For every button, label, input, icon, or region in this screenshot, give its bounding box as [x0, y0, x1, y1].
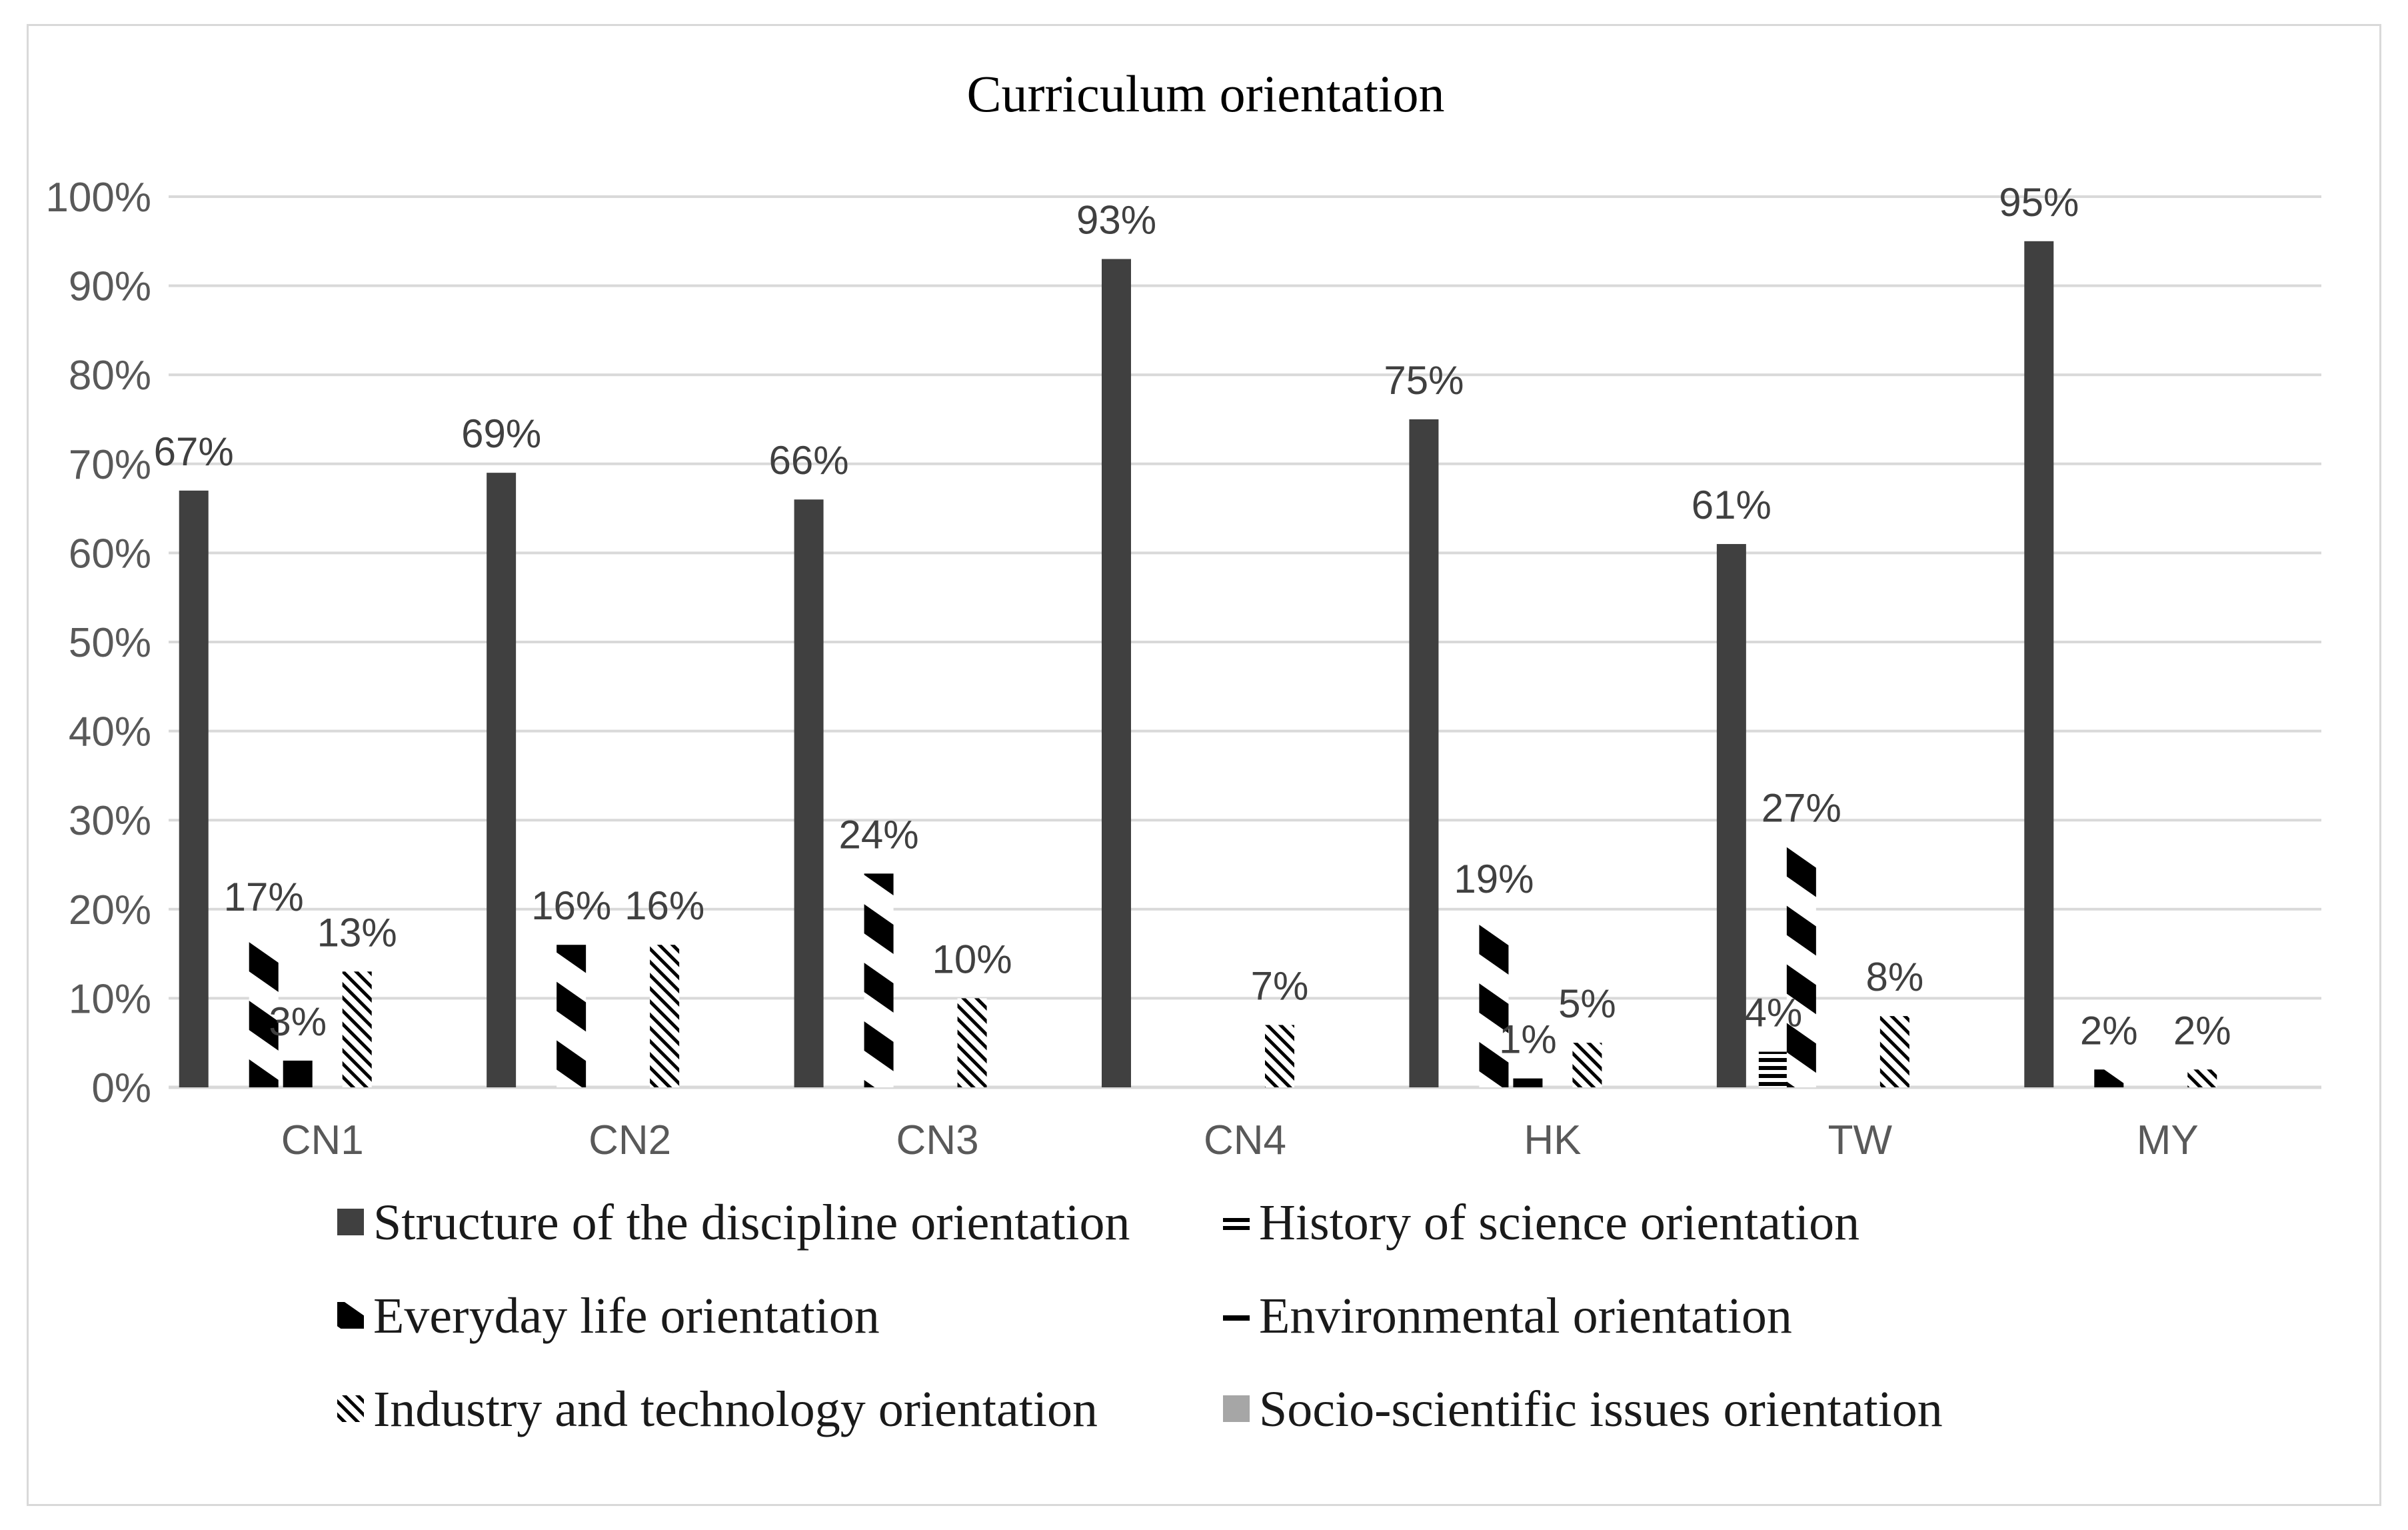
- y-tick-label: 10%: [69, 976, 151, 1022]
- x-tick-label: CN4: [1204, 1117, 1286, 1163]
- legend-label: Everyday life orientation: [373, 1288, 880, 1344]
- data-label: 8%: [1865, 955, 1923, 999]
- data-label: 16%: [531, 883, 611, 928]
- bars-layer: [179, 241, 2217, 1087]
- y-tick-label: 20%: [69, 887, 151, 933]
- bar-hk-series-3: [1479, 918, 1509, 1087]
- data-label: 13%: [317, 910, 397, 955]
- bar-cn1-series-4: [283, 1060, 313, 1087]
- legend-label: Environmental orientation: [1259, 1288, 1792, 1344]
- bar-hk-series-4: [1513, 1078, 1543, 1087]
- legend-label: Socio-scientific issues orientation: [1259, 1381, 1943, 1437]
- data-label: 16%: [624, 883, 704, 928]
- x-tick-label: CN2: [589, 1117, 671, 1163]
- chart-title: Curriculum orientation: [966, 65, 1444, 123]
- bar-my-series-1: [2024, 241, 2054, 1087]
- data-label: 93%: [1076, 198, 1156, 243]
- y-tick-label: 30%: [69, 798, 151, 844]
- data-labels-layer: 67% 17% 3% 13% 69% 16% 16% 66% 24% 10% 93% 7% 75% 19%…: [154, 180, 2231, 1062]
- y-tick-label: 70%: [69, 442, 151, 488]
- y-axis-ticks: 0% 10% 20% 30% 40% 50% 60% 70% 80% 90% 100%: [45, 175, 151, 1111]
- y-tick-label: 40%: [69, 709, 151, 755]
- chart-svg: Curriculum orientation 0% 10% 20% 30% 40% 50%…: [45, 65, 2321, 1437]
- legend-item: Industry and technology orientation: [337, 1381, 1098, 1437]
- data-label: 61%: [1692, 483, 1772, 527]
- data-label: 95%: [1999, 180, 2079, 225]
- x-tick-label: TW: [1828, 1117, 1893, 1163]
- bar-cn1-series-5: [342, 971, 372, 1087]
- bar-my-series-3: [2094, 1069, 2124, 1087]
- y-tick-label: 60%: [69, 531, 151, 577]
- legend-swatch: [337, 1395, 364, 1422]
- data-label: 1%: [1499, 1017, 1557, 1062]
- legend-label: Industry and technology orientation: [373, 1381, 1098, 1437]
- x-tick-label: HK: [1524, 1117, 1581, 1163]
- y-tick-label: 0%: [91, 1065, 151, 1111]
- legend-swatch: [1223, 1395, 1250, 1422]
- legend-swatch: [1223, 1315, 1250, 1321]
- bar-cn3-series-1: [794, 499, 824, 1087]
- bar-tw-series-3: [1786, 847, 1816, 1087]
- data-label: 24%: [839, 812, 919, 857]
- bar-cn2-series-5: [650, 945, 680, 1087]
- legend-swatch: [1223, 1215, 1250, 1233]
- legend: Structure of the discipline orientation H…: [337, 1195, 1943, 1437]
- data-label: 17%: [224, 875, 304, 919]
- bar-tw-series-2: [1758, 1051, 1788, 1087]
- data-label: 5%: [1558, 981, 1616, 1026]
- chart-frame: Curriculum orientation 0% 10% 20% 30% 40% 50%…: [27, 24, 2381, 1506]
- bar-hk-series-1: [1409, 419, 1439, 1087]
- bar-cn2-series-3: [557, 945, 587, 1087]
- y-tick-label: 80%: [69, 353, 151, 399]
- x-tick-label: MY: [2137, 1117, 2199, 1163]
- x-tick-label: CN3: [896, 1117, 979, 1163]
- y-tick-label: 90%: [69, 264, 151, 310]
- bar-cn3-series-5: [957, 998, 987, 1087]
- legend-swatch: [337, 1209, 364, 1235]
- data-label: 7%: [1251, 963, 1309, 1008]
- data-label: 67%: [154, 429, 234, 474]
- bar-cn1-series-3: [249, 935, 279, 1087]
- bar-tw-series-1: [1716, 544, 1746, 1087]
- data-label: 10%: [932, 937, 1012, 981]
- data-label: 69%: [461, 411, 541, 456]
- y-tick-label: 100%: [45, 175, 151, 221]
- bar-cn4-series-1: [1102, 259, 1131, 1087]
- bar-cn3-series-3: [864, 873, 894, 1087]
- data-label: 3%: [269, 999, 327, 1044]
- bar-cn2-series-1: [487, 473, 517, 1087]
- bar-cn4-series-5: [1265, 1025, 1294, 1087]
- bar-hk-series-5: [1572, 1043, 1602, 1087]
- data-label: 66%: [769, 438, 849, 483]
- data-label: 2%: [2173, 1008, 2231, 1053]
- data-label: 75%: [1384, 358, 1464, 403]
- y-tick-label: 50%: [69, 620, 151, 666]
- x-axis-ticks: CN1 CN2 CN3 CN4 HK TW MY: [281, 1117, 2199, 1163]
- data-label: 4%: [1744, 991, 1802, 1035]
- legend-item: Environmental orientation: [1223, 1288, 1792, 1344]
- bar-tw-series-5: [1879, 1016, 1909, 1087]
- legend-item: Everyday life orientation: [337, 1288, 880, 1344]
- bar-my-series-5: [2187, 1069, 2217, 1087]
- legend-label: History of science orientation: [1259, 1195, 1859, 1251]
- data-label: 27%: [1762, 785, 1841, 830]
- data-label: 2%: [2080, 1008, 2138, 1053]
- legend-item: Socio-scientific issues orientation: [1223, 1381, 1943, 1437]
- legend-item: Structure of the discipline orientation: [337, 1195, 1130, 1251]
- bar-cn1-series-1: [179, 490, 209, 1087]
- grid-layer: [169, 195, 2321, 1089]
- legend-swatch: [337, 1302, 364, 1329]
- legend-item: History of science orientation: [1223, 1195, 1859, 1251]
- legend-label: Structure of the discipline orientation: [373, 1195, 1130, 1251]
- data-label: 19%: [1454, 857, 1534, 901]
- x-tick-label: CN1: [281, 1117, 364, 1163]
